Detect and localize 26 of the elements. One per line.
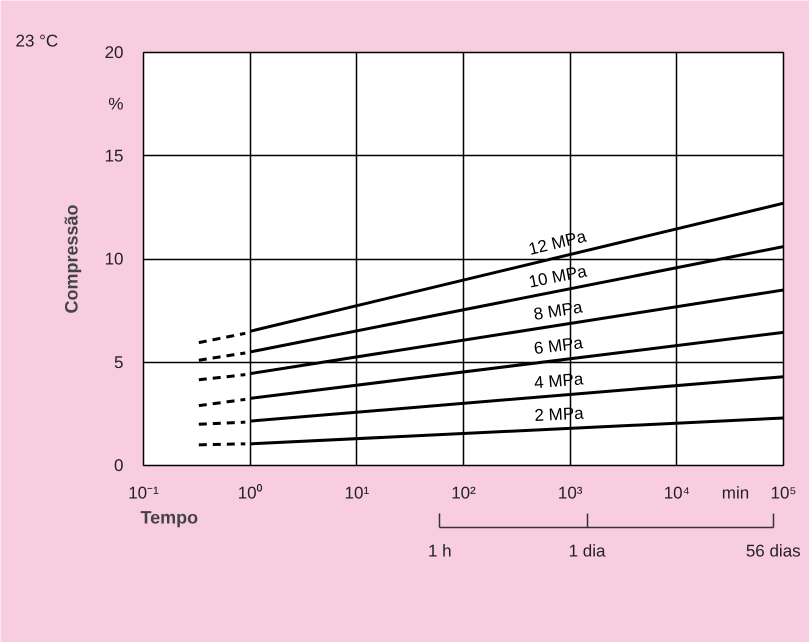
- y-tick-label: 10: [104, 250, 124, 268]
- x-tick-label: 10⁻¹: [128, 484, 160, 502]
- x-tick-label: 10³: [558, 484, 583, 502]
- x-tick-label: 10⁰: [238, 484, 263, 502]
- y-tick-label: 5: [114, 352, 124, 372]
- chart-title: 23 °C: [16, 32, 58, 50]
- text: 1 dia: [568, 542, 606, 560]
- text: min: [722, 484, 750, 502]
- text: 6 MPa: [532, 333, 584, 358]
- y-tick-label: 0: [114, 456, 124, 475]
- text: 10 MPa: [527, 261, 589, 292]
- x-axis-title: Tempo: [140, 508, 198, 528]
- text: 1 h: [428, 542, 452, 560]
- text: 56 dias: [746, 542, 801, 560]
- x-tick-label: 10⁵: [770, 484, 796, 502]
- x-tick-label: 10²: [451, 484, 476, 502]
- y-axis-title: Compressão: [62, 204, 82, 314]
- series-label: 2 MPa: [534, 404, 585, 426]
- series-label: 4 MPa: [533, 369, 585, 392]
- text: %: [108, 94, 124, 114]
- x-tick-label: 10¹: [344, 484, 370, 502]
- y-tick-label: 15: [104, 146, 124, 166]
- y-tick-label: 20: [104, 43, 124, 62]
- text: 12 MPa: [526, 226, 588, 259]
- text: 8 MPa: [532, 297, 584, 324]
- x-tick-label: 10⁴: [664, 484, 690, 502]
